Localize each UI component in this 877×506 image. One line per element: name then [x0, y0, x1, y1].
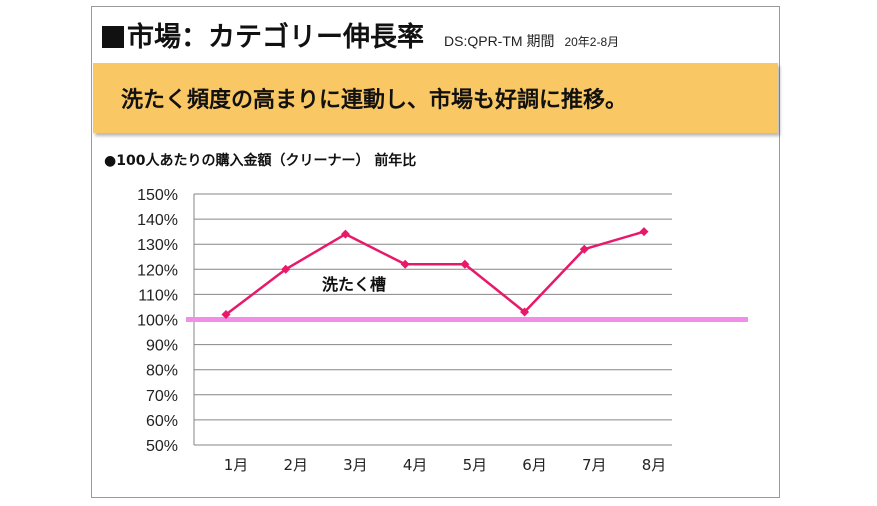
grid-lines — [193, 193, 672, 446]
y-tick-label: 150% — [137, 187, 178, 204]
title-row: 市場：カテゴリー伸長率 DS:QPR-TM 期間 20年2-8月 — [102, 15, 620, 53]
headline-text: 洗たく頻度の高まりに連動し、市場も好調に推移。 — [121, 88, 628, 113]
y-tick-label: 120% — [137, 262, 178, 279]
x-tick-label: 6月 — [522, 456, 547, 474]
period-label: 20年2-8月 — [564, 35, 620, 49]
data-point-marker — [340, 229, 350, 239]
data-point-marker — [460, 259, 470, 269]
slide-panel: 市場：カテゴリー伸長率 DS:QPR-TM 期間 20年2-8月 洗たく頻度の高… — [91, 6, 780, 498]
x-tick-label: 7月 — [582, 456, 607, 474]
y-tick-label: 50% — [146, 438, 178, 455]
data-point-marker — [639, 227, 649, 237]
data-point-marker — [400, 259, 410, 269]
title-square-icon — [102, 26, 124, 48]
x-tick-label: 2月 — [283, 456, 308, 474]
y-tick-label: 80% — [146, 363, 178, 380]
series-line — [225, 230, 645, 316]
series-annotation: 洗たく槽 — [322, 275, 386, 294]
x-tick-label: 3月 — [343, 456, 368, 474]
y-tick-label: 100% — [137, 313, 178, 330]
y-tick-label: 130% — [137, 237, 178, 254]
data-point-marker — [281, 264, 291, 274]
y-tick-label: 70% — [146, 388, 178, 405]
y-tick-label: 110% — [138, 287, 178, 304]
data-point-marker — [579, 244, 589, 254]
headline-banner: 洗たく頻度の高まりに連動し、市場も好調に推移。 — [93, 63, 778, 133]
x-tick-label: 4月 — [403, 456, 428, 474]
y-axis-ticks: 150% 140% 130% 120% 110% 100% 90% 80% 70% 60% 50% — [137, 187, 178, 455]
source-label: DS:QPR-TM 期間 — [444, 33, 555, 49]
chart-title: ●100人あたりの購入金額（クリーナー） 前年比 — [104, 153, 417, 169]
page-title: 市場：カテゴリー伸長率 — [127, 22, 424, 53]
series-group — [221, 227, 649, 319]
data-point-marker — [221, 309, 231, 319]
y-tick-label: 140% — [137, 212, 178, 229]
x-tick-label: 1月 — [224, 456, 249, 474]
x-tick-label: 8月 — [642, 456, 667, 474]
y-tick-label: 90% — [146, 338, 178, 355]
x-tick-label: 5月 — [463, 456, 488, 474]
y-tick-label: 60% — [146, 413, 178, 430]
x-axis-ticks: 1月 2月 3月 4月 5月 6月 7月 8月 — [224, 456, 667, 474]
data-point-marker — [520, 307, 530, 317]
